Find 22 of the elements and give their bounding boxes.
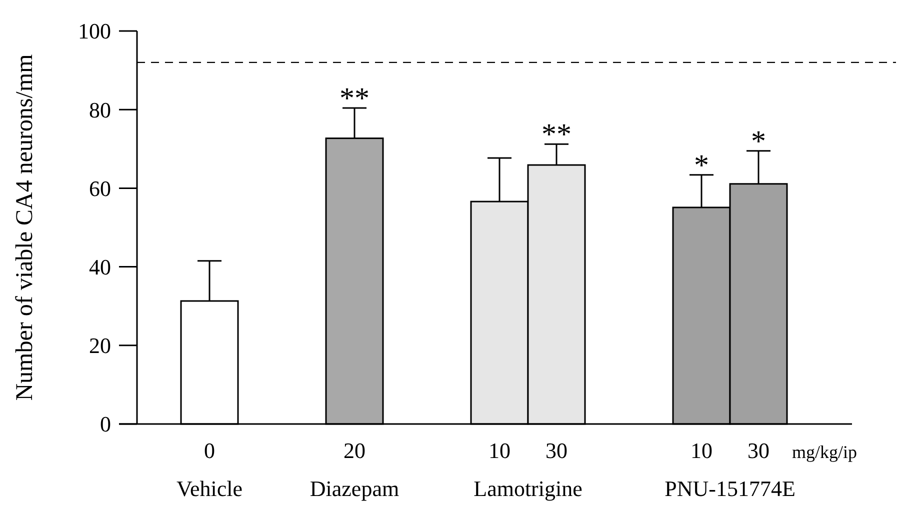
y-axis-title: Number of viable CA4 neurons/mm — [12, 54, 38, 401]
text: PNU-151774E — [664, 476, 796, 501]
y-tick-label: 80 — [89, 97, 111, 122]
x-tick-label: 0 — [204, 438, 215, 463]
text: Vehicle — [176, 476, 242, 501]
y-tick-label: 40 — [89, 254, 111, 280]
x-tick-label: 30 — [546, 438, 568, 463]
x-tick-label: 30 — [748, 438, 770, 463]
x-tick-label: 10 — [690, 438, 712, 463]
text: Lamotrigine — [474, 476, 582, 501]
x-tick-label: 20 — [344, 438, 366, 463]
data-label: * — [694, 148, 709, 182]
y-tick-label: 20 — [89, 333, 111, 358]
data-label: ** — [340, 82, 370, 116]
y-tick-label: 100 — [78, 18, 111, 44]
text: mg/kg/ip — [792, 442, 857, 462]
text: Diazepam — [310, 476, 400, 501]
data-label: * — [751, 124, 766, 158]
data-label: ** — [542, 118, 572, 152]
y-tick-label: 0 — [100, 412, 111, 437]
x-tick-label: 10 — [488, 438, 510, 463]
y-tick-label: 60 — [89, 176, 111, 201]
